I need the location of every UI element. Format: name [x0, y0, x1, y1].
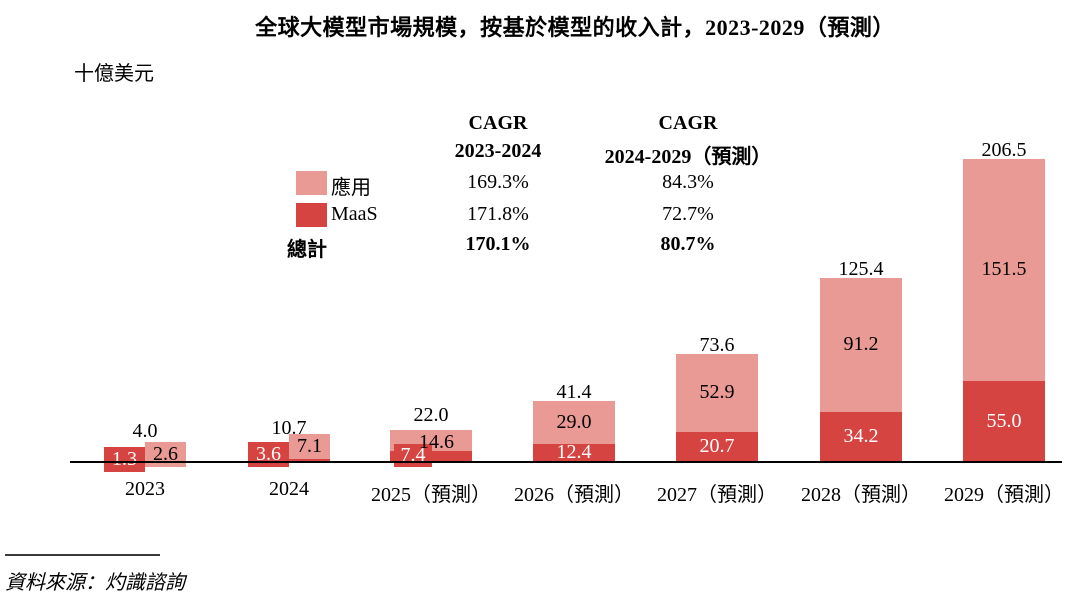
bar-total-label-2027（預測）: 73.6	[699, 334, 735, 356]
bar-segment-maas-2029（預測）	[963, 381, 1045, 462]
legend-label-app: 應用	[331, 177, 371, 199]
bar-value-app-2029（預測）: 151.5	[981, 258, 1027, 281]
cagr-value-app-2023-2024: 169.3%	[467, 171, 529, 193]
y-axis-unit-label: 十億美元	[74, 63, 154, 85]
x-axis-label-2029（預測）: 2029（預測）	[944, 484, 1064, 506]
bar-value-maas-2027（預測）: 20.7	[699, 434, 735, 457]
x-axis-label-2028（預測）: 2028（預測）	[801, 484, 921, 506]
cagr-value-maas-2024-2029: 72.7%	[662, 203, 714, 225]
bar-value-app-2025（預測）: 14.6	[419, 431, 454, 453]
bar-value-maas-2026（預測）: 12.4	[556, 440, 592, 463]
bar-value-app-2024: 7.1	[289, 434, 330, 459]
bar-segment-app-2029（預測）	[963, 159, 1045, 382]
cagr-column1-header-line2: 2023-2024	[454, 140, 542, 162]
cagr-value-total-2023-2024: 170.1%	[465, 233, 531, 255]
bar-value-app-2026（預測）: 29.0	[556, 410, 592, 433]
source-text: 資料來源：灼識諮詢	[5, 572, 185, 594]
bar-segment-app-2026（預測）	[533, 401, 615, 444]
bar-total-label-2024: 10.7	[271, 417, 307, 439]
bar-total-label-2029（預測）: 206.5	[981, 139, 1027, 161]
bar-segment-maas-2024	[248, 456, 330, 462]
legend-label-total: 總計	[287, 239, 327, 261]
legend-swatch-app	[296, 171, 327, 195]
legend-label-maas: MaaS	[331, 203, 378, 225]
cagr-value-total-2024-2029: 80.7%	[660, 233, 716, 255]
bar-segment-maas-2027（預測）	[676, 431, 758, 462]
legend-swatch-maas	[296, 203, 327, 227]
x-axis-label-2023: 2023	[125, 478, 165, 500]
bar-segment-app-2027（預測）	[676, 354, 758, 432]
bar-segment-maas-2028（預測）	[820, 411, 902, 462]
x-axis-label-2024: 2024	[269, 478, 309, 500]
x-axis-label-2025（預測）: 2025（預測）	[371, 484, 491, 506]
bar-total-label-2025（預測）: 22.0	[413, 404, 449, 426]
cagr-value-app-2024-2029: 84.3%	[662, 171, 714, 193]
bar-segment-maas-2026（預測）	[533, 443, 615, 462]
cagr-column2-header-line2: 2024-2029（預測）	[604, 146, 772, 168]
bar-total-label-2028（預測）: 125.4	[838, 258, 884, 280]
cagr-value-maas-2023-2024: 171.8%	[467, 203, 529, 225]
x-axis-line	[70, 461, 1062, 463]
bar-value-maas-2029（預測）: 55.0	[986, 409, 1022, 432]
x-axis-label-2027（預測）: 2027（預測）	[657, 484, 777, 506]
x-axis-label-2026（預測）: 2026（預測）	[514, 484, 634, 506]
bar-value-app-2023: 2.6	[145, 442, 186, 467]
bar-value-app-2028（預測）: 91.2	[843, 332, 879, 355]
source-divider-rule	[5, 554, 160, 556]
cagr-column1-header-line1: CAGR	[468, 112, 528, 134]
bar-value-maas-2028（預測）: 34.2	[843, 424, 879, 447]
bar-total-label-2026（預測）: 41.4	[556, 381, 592, 403]
bar-value-maas-2023: 1.3	[104, 447, 145, 472]
bar-value-maas-2024: 3.6	[248, 442, 289, 467]
bar-segment-app-2028（預測）	[820, 278, 902, 412]
bar-total-label-2023: 4.0	[132, 420, 158, 442]
cagr-column2-header-line1: CAGR	[658, 112, 718, 134]
chart-title: 全球大模型市場規模，按基於模型的收入計，2023-2029（預測）	[255, 15, 895, 40]
bar-value-app-2027（預測）: 52.9	[699, 380, 735, 403]
